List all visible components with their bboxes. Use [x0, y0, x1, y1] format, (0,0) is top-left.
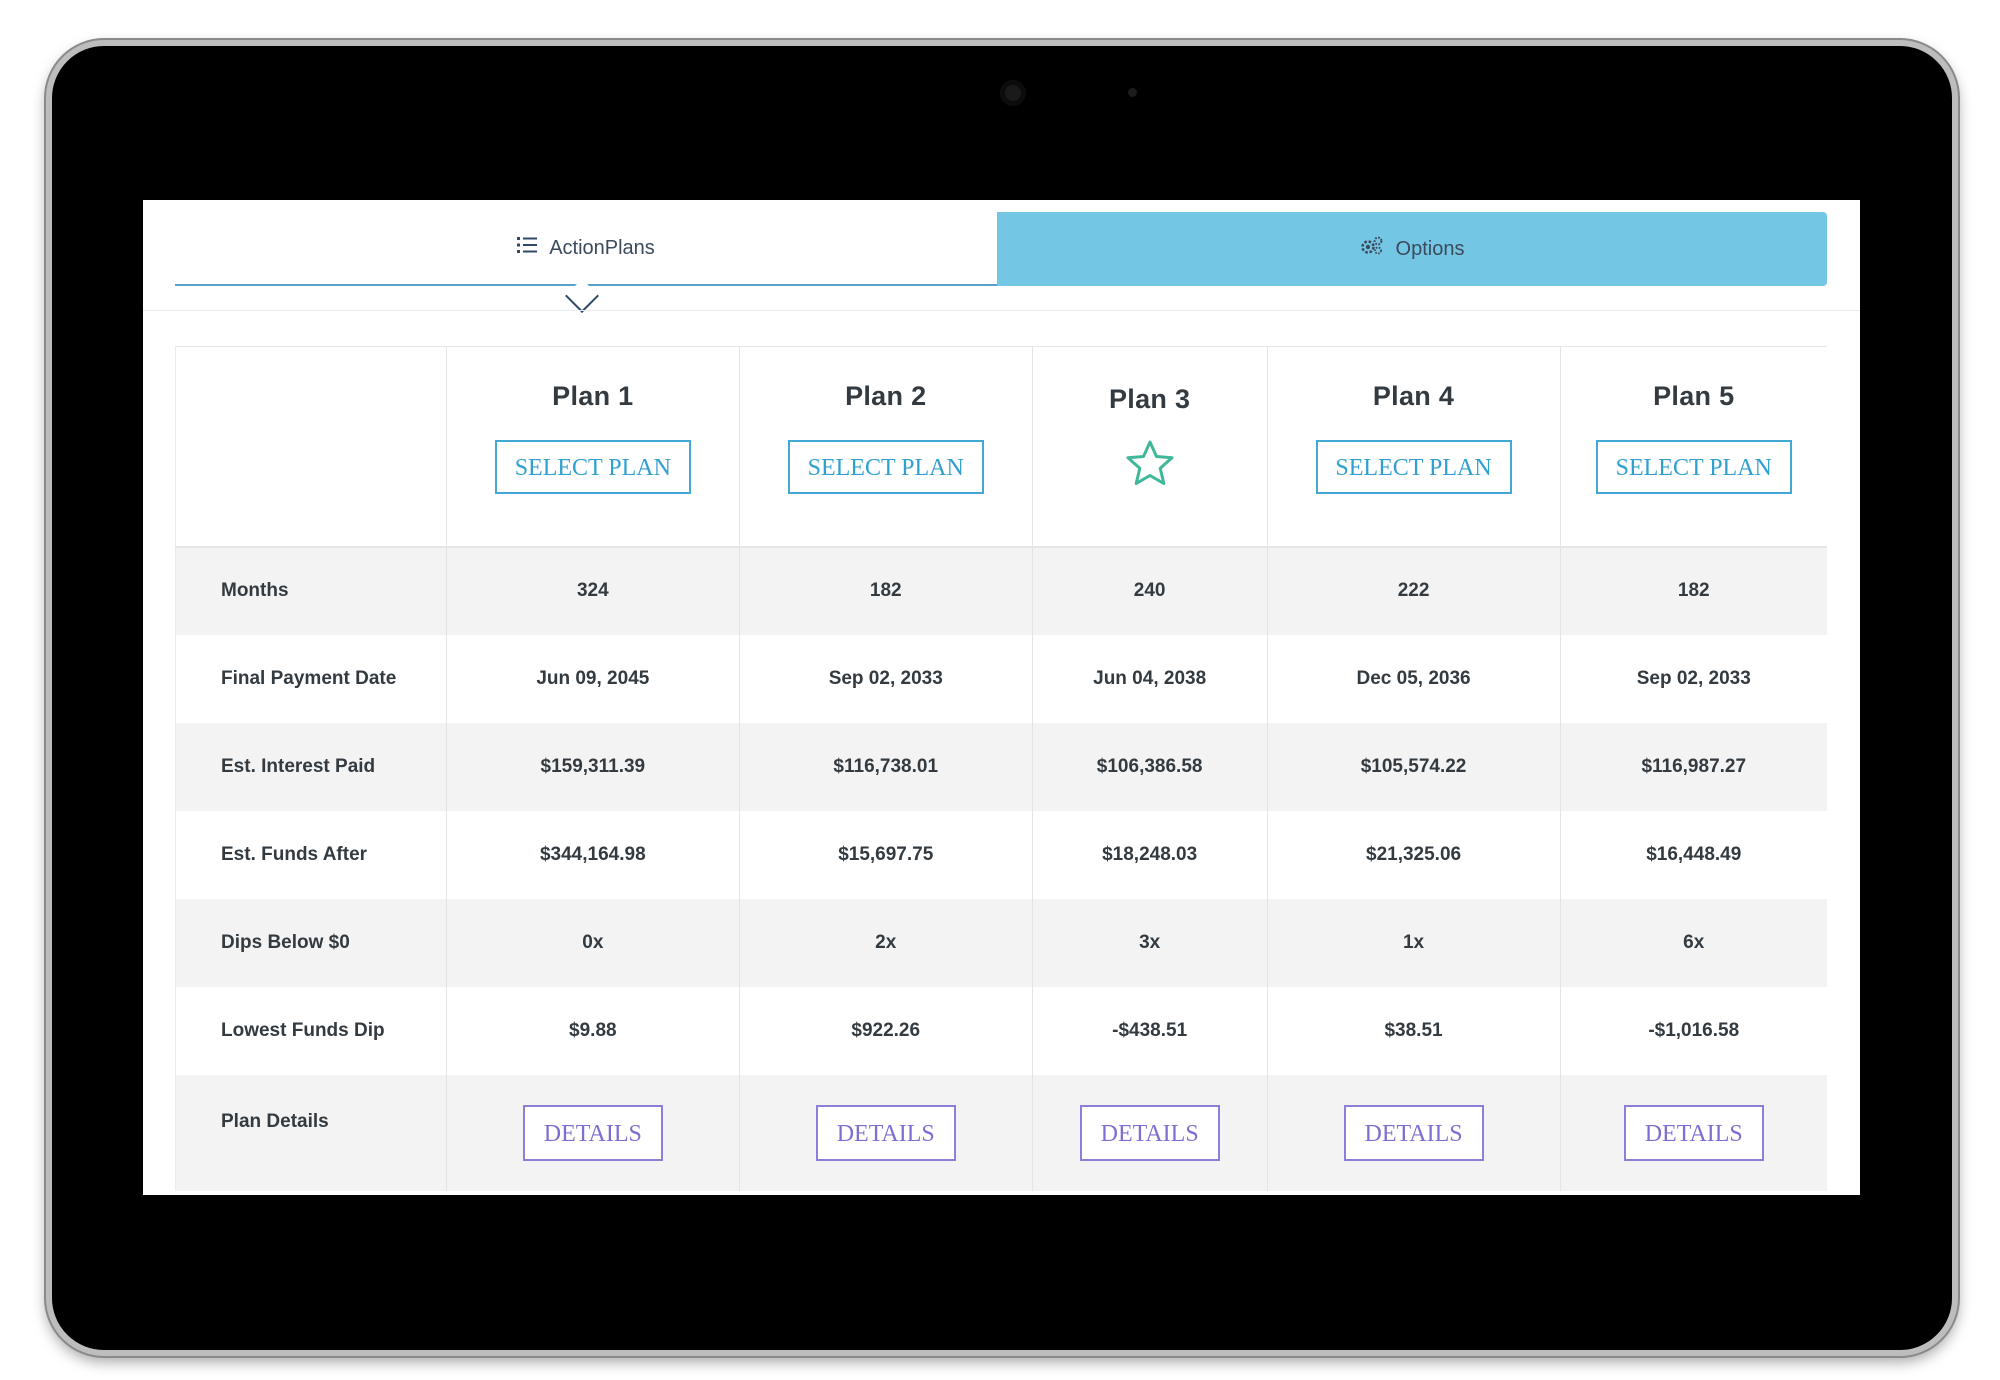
plan-column-2: Plan 2 SELECT PLAN [738, 346, 1033, 548]
plan-column-4: Plan 4 SELECT PLAN [1266, 346, 1560, 548]
row-label: Final Payment Date [175, 634, 447, 723]
header-empty-cell [175, 346, 447, 548]
row-label: Est. Interest Paid [175, 722, 447, 811]
table-cell: -$438.51 [1031, 986, 1268, 1075]
row-label: Dips Below $0 [175, 898, 447, 987]
table-cell: $159,311.39 [445, 722, 740, 811]
table-cell: 182 [738, 546, 1033, 635]
tab-actionplans-label: ActionPlans [549, 236, 655, 259]
table-row-est-funds-after: Est. Funds After $344,164.98 $15,697.75 … [175, 810, 1827, 899]
table-cell: 6x [1559, 898, 1827, 987]
table-row-lowest-funds-dip: Lowest Funds Dip $9.88 $922.26 -$438.51 … [175, 986, 1827, 1075]
screen: ActionPlans Options [143, 200, 1860, 1195]
tab-options-label: Options [1395, 237, 1465, 260]
table-cell: DETAILS [1559, 1074, 1827, 1191]
select-plan-button-5[interactable]: SELECT PLAN [1595, 440, 1792, 494]
gears-icon [1360, 236, 1384, 262]
plan-title: Plan 1 [552, 381, 634, 411]
table-cell: $922.26 [738, 986, 1033, 1075]
table-cell: 240 [1031, 546, 1268, 635]
camera [1000, 80, 1026, 106]
table-row-months: Months 324 182 240 222 182 [175, 546, 1827, 635]
plan-header-row: Plan 1 SELECT PLAN Plan 2 SELECT PLAN Pl… [175, 346, 1827, 548]
table-row-final-payment-date: Final Payment Date Jun 09, 2045 Sep 02, … [175, 634, 1827, 723]
table-cell: 182 [1559, 546, 1827, 635]
plan-title: Plan 3 [1108, 384, 1191, 414]
table-cell: $38.51 [1266, 986, 1560, 1075]
table-cell: Sep 02, 2033 [1559, 634, 1827, 723]
divider [143, 310, 1860, 311]
table-cell: $9.88 [445, 986, 740, 1075]
table-cell: Sep 02, 2033 [738, 634, 1033, 723]
plan-title: Plan 2 [845, 381, 927, 411]
table-cell: $21,325.06 [1266, 810, 1560, 899]
table-cell: -$1,016.58 [1559, 986, 1827, 1075]
table-cell: Dec 05, 2036 [1266, 634, 1560, 723]
details-button-4[interactable]: DETAILS [1343, 1104, 1484, 1161]
star-icon[interactable] [1125, 439, 1175, 492]
table-cell: Jun 09, 2045 [445, 634, 740, 723]
table-cell: $106,386.58 [1031, 722, 1268, 811]
table-cell: 222 [1266, 546, 1560, 635]
select-plan-button-4[interactable]: SELECT PLAN [1315, 440, 1512, 494]
details-button-5[interactable]: DETAILS [1623, 1104, 1764, 1161]
table-cell: $16,448.49 [1559, 810, 1827, 899]
select-plan-button-2[interactable]: SELECT PLAN [787, 440, 984, 494]
table-cell: $116,738.01 [738, 722, 1033, 811]
table-row-dips-below-zero: Dips Below $0 0x 2x 3x 1x 6x [175, 898, 1827, 987]
table-cell: DETAILS [738, 1074, 1033, 1191]
table-cell: DETAILS [1031, 1074, 1268, 1191]
row-label: Est. Funds After [175, 810, 447, 899]
table-cell: DETAILS [445, 1074, 740, 1191]
table-cell: $15,697.75 [738, 810, 1033, 899]
table-cell: $105,574.22 [1266, 722, 1560, 811]
tab-options[interactable]: Options [997, 212, 1827, 286]
table-cell: DETAILS [1266, 1074, 1560, 1191]
details-button-1[interactable]: DETAILS [522, 1104, 663, 1161]
sensor [1128, 88, 1137, 97]
plan-column-1: Plan 1 SELECT PLAN [445, 346, 740, 548]
row-label: Lowest Funds Dip [175, 986, 447, 1075]
details-button-3[interactable]: DETAILS [1079, 1104, 1220, 1161]
tab-actionplans[interactable]: ActionPlans [175, 212, 997, 286]
plan-column-5: Plan 5 SELECT PLAN [1559, 346, 1827, 548]
table-cell: 3x [1031, 898, 1268, 987]
plan-title: Plan 5 [1653, 381, 1735, 411]
table-cell: 1x [1266, 898, 1560, 987]
select-plan-button-1[interactable]: SELECT PLAN [494, 440, 691, 494]
row-label: Plan Details [175, 1074, 447, 1191]
table-cell: $18,248.03 [1031, 810, 1268, 899]
table-cell: 2x [738, 898, 1033, 987]
table-cell: $116,987.27 [1559, 722, 1827, 811]
plan-column-3: Plan 3 [1031, 346, 1268, 548]
tab-bar: ActionPlans Options [175, 212, 1827, 313]
details-button-2[interactable]: DETAILS [815, 1104, 956, 1161]
plan-title: Plan 4 [1372, 381, 1455, 411]
row-label: Months [175, 546, 447, 635]
table-cell: $344,164.98 [445, 810, 740, 899]
table-cell: 324 [445, 546, 740, 635]
table-row-plan-details: Plan Details DETAILS DETAILS DETAILS DET… [175, 1074, 1827, 1191]
list-icon [517, 236, 538, 260]
table-row-est-interest-paid: Est. Interest Paid $159,311.39 $116,738.… [175, 722, 1827, 811]
table-cell: 0x [445, 898, 740, 987]
plans-comparison-table: Plan 1 SELECT PLAN Plan 2 SELECT PLAN Pl… [175, 346, 1827, 1191]
table-cell: Jun 04, 2038 [1031, 634, 1268, 723]
